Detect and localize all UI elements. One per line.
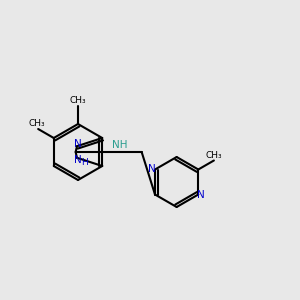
Text: N: N: [197, 190, 205, 200]
Text: N: N: [74, 139, 82, 149]
Text: CH₃: CH₃: [70, 96, 86, 105]
Text: N: N: [74, 155, 82, 165]
Text: NH: NH: [112, 140, 128, 150]
Text: H: H: [82, 158, 88, 167]
Text: CH₃: CH₃: [29, 119, 46, 128]
Text: N: N: [148, 164, 156, 175]
Text: CH₃: CH₃: [206, 151, 222, 160]
